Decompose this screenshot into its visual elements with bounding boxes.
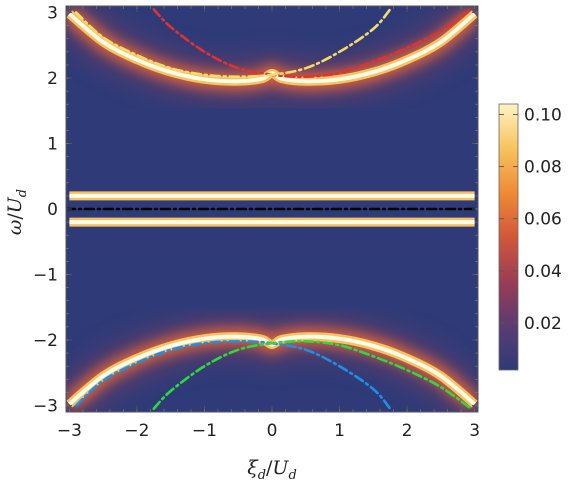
dashdot-curve-3 — [152, 339, 473, 410]
y-tick-label: 0 — [47, 200, 58, 220]
dashdot-curve-2 — [74, 339, 392, 410]
x-tick-label: −1 — [192, 421, 217, 441]
x-axis-label: ξd/Ud — [247, 457, 297, 483]
colorbar-tick-label: 0.10 — [524, 105, 562, 125]
colorbar-tick-label: 0.02 — [524, 314, 562, 334]
colorbar-gradient — [498, 103, 519, 371]
y-axis-ticks: −3 −2 −1 0 1 2 3 — [33, 4, 478, 416]
y-label-main2: U — [4, 196, 26, 213]
colorbar-tick-label: 0.08 — [524, 158, 562, 178]
y-tick-label: −2 — [33, 331, 58, 351]
x-label-sub: d — [258, 468, 266, 483]
y-label-sub2: d — [15, 189, 30, 197]
colorbar: 0.02 0.04 0.06 0.08 0.10 — [498, 103, 562, 371]
y-label-main: ω — [4, 220, 26, 236]
y-tick-label: 2 — [47, 69, 58, 89]
x-label-sub2: d — [288, 468, 296, 483]
band-lower — [66, 319, 478, 412]
y-tick-label: 1 — [47, 135, 58, 155]
y-axis-label: ω/Ud — [4, 189, 30, 235]
colorbar-ticks: 0.02 0.04 0.06 0.08 0.10 — [499, 105, 562, 334]
dashdot-curve-0 — [152, 8, 473, 79]
x-tick-label: −3 — [57, 421, 82, 441]
x-label-main2: U — [272, 457, 289, 479]
dashdot-curve-1 — [74, 8, 392, 79]
dashdot-curves — [66, 8, 478, 410]
colorbar-tick-label: 0.06 — [524, 210, 562, 230]
x-tick-label: 1 — [334, 421, 345, 441]
x-label-slash: / — [266, 457, 273, 479]
colorbar-tick-label: 0.04 — [524, 262, 562, 282]
y-tick-label: −1 — [33, 265, 58, 285]
bright-bands — [66, 6, 478, 412]
y-tick-label: 3 — [47, 4, 58, 24]
y-label-slash: / — [4, 213, 26, 220]
band-upper — [66, 6, 478, 99]
plot-area — [66, 6, 478, 412]
x-axis-ticks: −3 −2 −1 0 1 2 3 — [57, 6, 480, 441]
x-label-main: ξ — [247, 457, 259, 479]
x-tick-label: 0 — [267, 421, 278, 441]
x-tick-label: 3 — [469, 421, 480, 441]
x-tick-label: 2 — [402, 421, 413, 441]
y-tick-label: −3 — [33, 396, 58, 416]
x-tick-label: −2 — [124, 421, 149, 441]
